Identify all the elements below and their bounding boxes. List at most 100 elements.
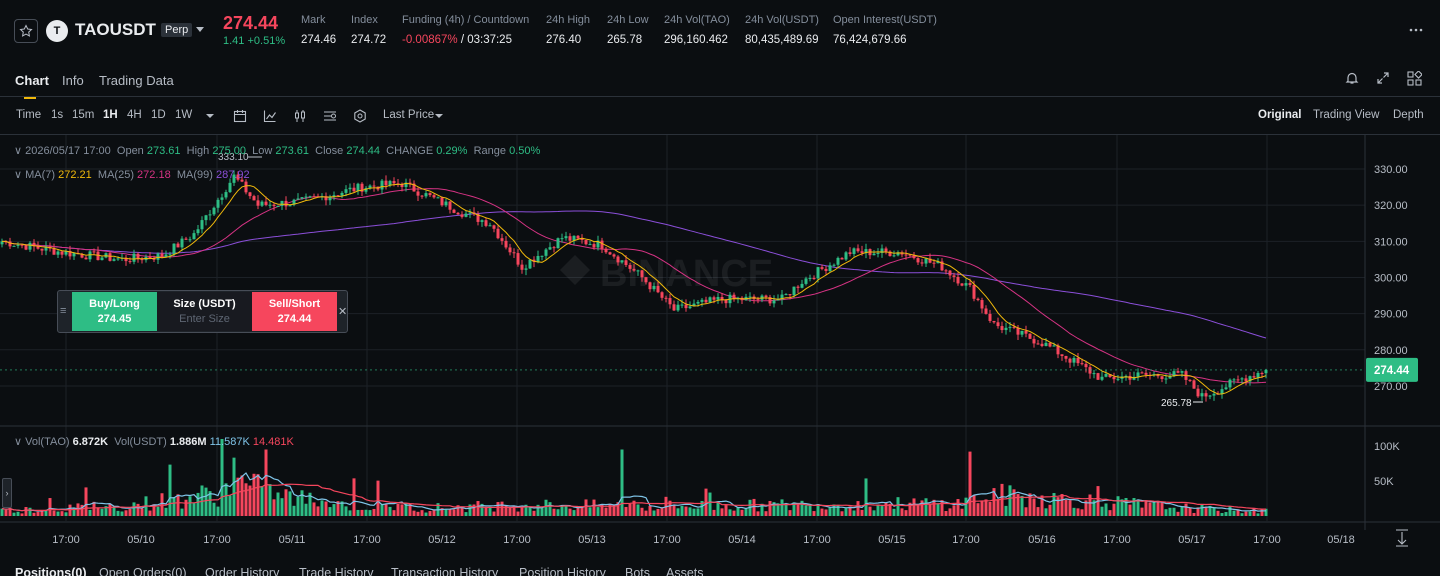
- volume-bar: [676, 508, 680, 516]
- chart-settings-icon[interactable]: [352, 108, 368, 124]
- volume-bar: [692, 508, 696, 516]
- stat-label-1[interactable]: Index: [351, 14, 378, 26]
- volume-bar: [260, 486, 264, 516]
- price-type-select[interactable]: Last Price: [383, 109, 435, 121]
- interval-1w[interactable]: 1W: [175, 109, 193, 121]
- candle-body: [272, 204, 276, 207]
- candle-body: [300, 197, 304, 199]
- collapse-icon[interactable]: ∨: [14, 145, 23, 157]
- close-icon[interactable]: ✕: [338, 306, 348, 318]
- stat-label-7[interactable]: Open Interest(USDT): [833, 14, 937, 26]
- volume-bar: [512, 506, 516, 516]
- interval-1h[interactable]: 1H: [103, 109, 118, 121]
- volume-bar: [576, 506, 580, 516]
- time-axis-label: 05/12: [428, 534, 456, 546]
- tab-open-orders[interactable]: Open Orders(0): [99, 566, 187, 576]
- volume-bar: [856, 501, 860, 516]
- candle-body: [124, 257, 128, 262]
- more-options-icon[interactable]: [1408, 23, 1424, 37]
- layout-grid-icon[interactable]: [1406, 70, 1422, 86]
- calendar-icon[interactable]: [232, 108, 248, 124]
- symbol-dropdown-icon[interactable]: [196, 27, 204, 32]
- stat-value-main: 274.46: [301, 34, 337, 46]
- candlestick-chart[interactable]: BINANCE 330.00 320.00 310.00 300.00 290.00 28…: [0, 135, 1440, 560]
- sell-short-button[interactable]: Sell/Short 274.44: [252, 292, 337, 331]
- tab-positions[interactable]: Positions(0): [15, 566, 87, 576]
- candle-body: [624, 260, 628, 266]
- volume-bar: [1152, 502, 1156, 516]
- candle-body: [328, 196, 332, 201]
- candle-body: [928, 258, 932, 263]
- volume-bar: [360, 509, 364, 516]
- interval-1d[interactable]: 1D: [151, 109, 166, 121]
- candle-body: [1204, 393, 1208, 397]
- price-alert-bell-icon[interactable]: [1344, 70, 1360, 86]
- volume-bar: [548, 502, 552, 516]
- tab-trade-history[interactable]: Trade History: [299, 566, 374, 576]
- favorite-star-icon[interactable]: [14, 19, 38, 43]
- candle-body: [212, 207, 216, 215]
- candle-body: [160, 253, 164, 258]
- line-chart-icon[interactable]: [262, 108, 278, 124]
- volume-bar: [432, 509, 436, 516]
- interval-dropdown-icon[interactable]: [206, 114, 214, 118]
- volume-bar: [700, 500, 704, 516]
- price-type-dropdown-icon[interactable]: [435, 114, 443, 118]
- interval-15m[interactable]: 15m: [72, 109, 95, 121]
- scroll-to-latest-icon[interactable]: [1396, 529, 1408, 547]
- volume-bar: [1116, 496, 1120, 516]
- candle-body: [484, 220, 488, 226]
- view-original[interactable]: Original: [1258, 109, 1302, 121]
- tab-assets[interactable]: Assets: [666, 566, 704, 576]
- volume-bar: [36, 511, 40, 516]
- view-trading-view[interactable]: Trading View: [1313, 109, 1380, 121]
- candle-body: [1072, 357, 1076, 363]
- price-axis-label: 300.00: [1374, 272, 1408, 284]
- tab-info[interactable]: Info: [62, 73, 84, 88]
- candle-body: [532, 259, 536, 262]
- candle-body: [792, 286, 796, 296]
- volume-bar: [652, 510, 656, 516]
- tab-trading-data[interactable]: Trading Data: [99, 73, 174, 88]
- symbol-name[interactable]: TAOUSDT: [75, 20, 156, 39]
- drag-handle-icon[interactable]: ≡: [60, 305, 67, 317]
- candle-body: [1052, 345, 1056, 347]
- vol-ma2-value: 14.481K: [252, 436, 294, 448]
- buy-long-button[interactable]: Buy/Long 274.45: [72, 292, 157, 331]
- vol-collapse-icon[interactable]: ∨: [14, 436, 23, 448]
- candlestick-type-icon[interactable]: [292, 108, 308, 124]
- volume-bar: [636, 504, 640, 516]
- indicators-icon[interactable]: [322, 108, 338, 124]
- stat-label-2[interactable]: Funding (4h) / Countdown: [402, 14, 530, 26]
- candle-body: [880, 248, 884, 253]
- volume-bar: [876, 504, 880, 516]
- volume-bar: [828, 507, 832, 516]
- interval-4h[interactable]: 4H: [127, 109, 142, 121]
- volume-bar: [784, 503, 788, 516]
- side-panel-toggle[interactable]: ›: [2, 478, 12, 508]
- interval-time[interactable]: Time: [16, 109, 42, 121]
- volume-bar: [424, 512, 428, 516]
- candle-body: [372, 185, 376, 187]
- chart-grid: [0, 135, 1440, 530]
- size-input-field[interactable]: Size (USDT) Enter Size: [157, 292, 252, 331]
- fullscreen-icon[interactable]: [1375, 70, 1391, 86]
- candle-body: [420, 195, 424, 197]
- tab-position-history[interactable]: Position History: [519, 566, 606, 576]
- time-axis-label: 17:00: [203, 534, 231, 546]
- volume-bar: [1160, 502, 1164, 516]
- candle-body: [1104, 374, 1108, 377]
- tab-transaction-history[interactable]: Transaction History: [391, 566, 499, 576]
- ma-collapse-icon[interactable]: ∨: [14, 169, 23, 181]
- tab-chart[interactable]: Chart: [15, 73, 49, 99]
- volume-bar: [976, 503, 980, 516]
- volume-bar: [272, 499, 276, 516]
- interval-1s[interactable]: 1s: [51, 109, 64, 121]
- tab-order-history[interactable]: Order History: [205, 566, 280, 576]
- volume-bar: [392, 510, 396, 516]
- volume-bar: [224, 483, 228, 516]
- candle-body: [1220, 389, 1224, 394]
- candle-body: [288, 204, 292, 207]
- view-depth[interactable]: Depth: [1393, 109, 1424, 121]
- tab-bots[interactable]: Bots: [625, 566, 651, 576]
